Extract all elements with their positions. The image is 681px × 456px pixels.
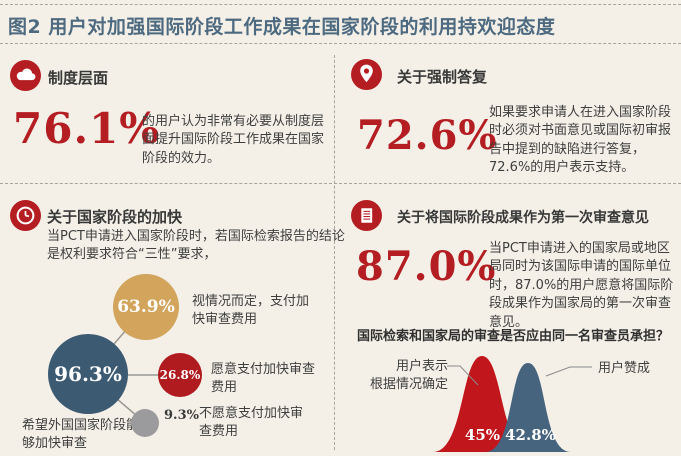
title-divider [0,43,681,44]
bubble-main-value: 96.3% [54,362,122,386]
vertical-divider [334,55,335,450]
panel-first-opinion-title: 关于将国际阶段成果作为第一次审查意见 [397,210,649,226]
bubble-gold: 63.9% [113,274,179,340]
panel-acceleration-desc: 当PCT申请进入国家阶段时，若国际检索报告的结论是权利要求符合“三性”要求， [47,229,345,263]
top-divider [0,4,681,5]
panel-acceleration-title: 关于国家阶段的加快 [47,208,183,226]
red-curve-value: 45% [464,426,501,444]
blue-curve-value: 42.8% [505,426,556,444]
red-curve-callout-line [447,365,479,386]
panel-mandatory-reply-title: 关于强制答复 [397,68,488,86]
cloud-icon [10,60,41,91]
red-curve-label-line2: 根据情况确定 [369,376,448,392]
document-icon [351,200,382,231]
clock-icon [10,200,41,231]
bubble-red-label: 愿意支付加快审查费用 [211,362,316,395]
stat-desc-first-opinion: 当PCT申请进入的国家局或地区局同时为该国际申请的国际单位时，87.0%的用户愿… [489,241,674,330]
bubble-gray-value: 9.3% [164,408,199,423]
bubble-gray-label: 不愿意支付加快审查费用 [199,406,304,439]
stat-value-institution: 76.1% [13,104,161,153]
stat-value-first-opinion: 87.0% [356,243,497,290]
blue-curve-label: 用户赞成 [598,361,651,376]
bubble-gold-value: 63.9% [117,297,175,317]
bubble-gray [131,409,159,437]
bubble-main: 96.3% [48,334,128,414]
red-curve-label-line1: 用户表示 [395,359,448,374]
bubble-red-value: 26.8% [159,368,201,382]
blue-curve-callout-line [545,366,592,377]
stat-desc-institution: 的用户认为非常有必要从制度层面提升国际阶段工作成果在国家阶段的效力。 [142,114,325,166]
location-pin-icon [351,59,382,90]
bubble-gold-label: 视情况而定，支付加快审查费用 [192,294,310,327]
examiner-question: 国际检索和国家局的审查是否应由同一名审查员承担？ [357,329,670,344]
stat-desc-mandatory-reply: 如果要求申请人在进入国家阶段时必须对书面意见或国际初审报告中提到的缺陷进行答复，… [489,105,672,176]
bubble-main-label: 希望外国国家阶段能够加快审查 [22,418,140,451]
red-curve-label: 用户表示 根据情况确定 [358,358,448,393]
bubble-red: 26.8% [158,353,202,397]
stat-value-mandatory-reply: 72.6% [357,112,498,159]
horizontal-divider [0,183,681,184]
page-title: 图2 用户对加强国际阶段工作成果在国家阶段的利用持欢迎态度 [8,16,556,38]
panel-institution-title: 制度层面 [48,69,109,87]
